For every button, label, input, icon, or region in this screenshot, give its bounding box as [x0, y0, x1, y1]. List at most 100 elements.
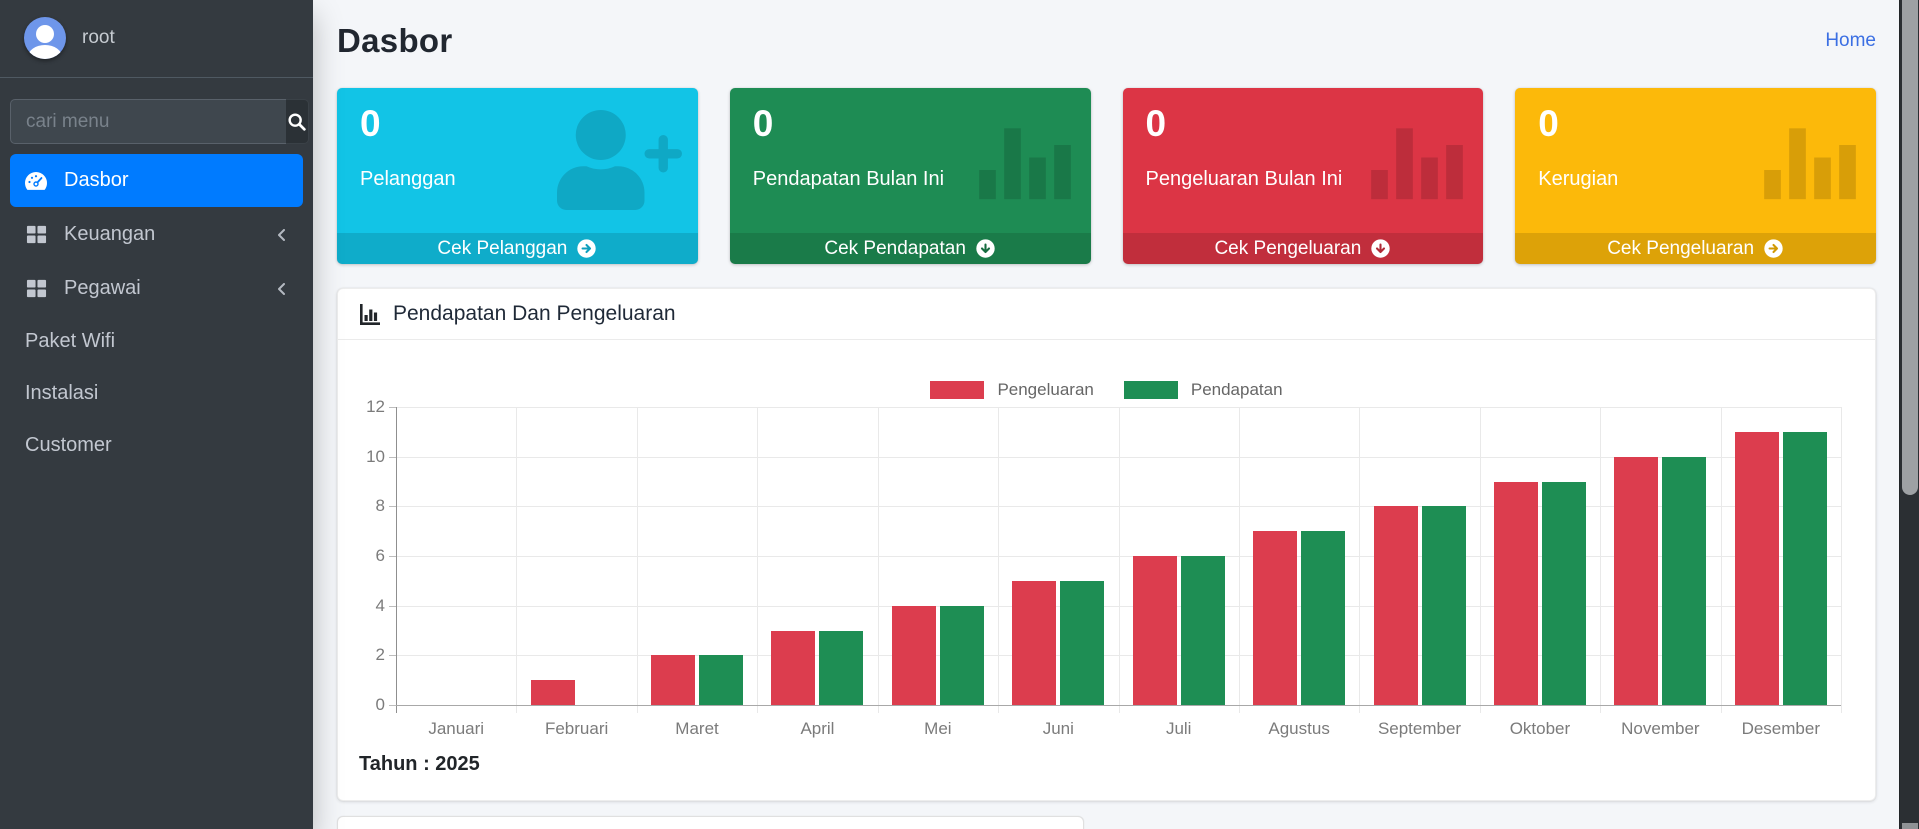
- scrollbar-track[interactable]: [1899, 0, 1919, 829]
- gridline: [1238, 407, 1240, 713]
- chevron-left-icon: [278, 228, 285, 241]
- cek-pelanggan-button[interactable]: Cek Pelanggan: [337, 233, 698, 264]
- info-box-pengeluaran: 0 Pengeluaran Bulan Ini Cek Pengeluaran: [1122, 88, 1484, 264]
- info-box-body: 0 Pelanggan: [337, 88, 698, 233]
- sidebar-item-pegawai[interactable]: Pegawai: [10, 262, 303, 315]
- scrollbar-thumb[interactable]: [1902, 0, 1918, 495]
- x-axis-label: Oktober: [1509, 719, 1571, 738]
- chart-card: Pendapatan Dan Pengeluaran Pengeluaran P…: [337, 288, 1876, 801]
- user-panel: root: [0, 0, 313, 78]
- sidebar: root: [0, 0, 313, 829]
- sidebar-item-paket-wifi[interactable]: Paket Wifi: [0, 316, 313, 367]
- search-button[interactable]: [286, 99, 309, 144]
- gridline: [1720, 407, 1722, 713]
- x-axis-label: Desember: [1741, 719, 1820, 738]
- user-avatar-icon: [24, 17, 66, 59]
- bar-pendapatan-november: [1662, 456, 1707, 705]
- bar-pendapatan-oktober: [1541, 481, 1586, 705]
- cek-pengeluaran-button[interactable]: Cek Pengeluaran: [1515, 233, 1876, 264]
- bar-pendapatan-agustus: [1301, 531, 1346, 705]
- page-header: Dasbor Home: [337, 22, 1876, 60]
- gridline: [1600, 407, 1602, 713]
- footer-label: Cek Pendapatan: [824, 237, 966, 259]
- main-content: Dasbor Home 0 Pelanggan Cek Pelanggan: [313, 0, 1899, 829]
- legend-label: Pengeluaran: [997, 380, 1094, 399]
- cek-pendapatan-button[interactable]: Cek Pendapatan: [729, 233, 1091, 264]
- x-axis-label: November: [1621, 719, 1700, 738]
- bar-pengeluaran-november: [1614, 456, 1659, 705]
- gridline: [877, 407, 879, 713]
- sidebar-item-label: Customer: [25, 434, 112, 456]
- gridline: [1479, 407, 1481, 713]
- bar-pengeluaran-maret: [651, 655, 696, 705]
- info-box-body: 0 Pengeluaran Bulan Ini: [1123, 88, 1484, 233]
- y-axis-label: 6: [375, 546, 385, 565]
- bar-pengeluaran-juni: [1012, 580, 1057, 705]
- info-box-pelanggan: 0 Pelanggan Cek Pelanggan: [337, 88, 698, 264]
- page-title: Dasbor: [337, 22, 453, 59]
- sidebar-item-instalasi[interactable]: Instalasi: [0, 368, 313, 419]
- gridline: [998, 407, 1000, 713]
- legend-swatch: [930, 381, 985, 399]
- bar-pendapatan-april: [819, 630, 864, 705]
- y-axis-label: 2: [375, 645, 385, 665]
- y-tick: [389, 655, 396, 657]
- y-axis-label: 4: [375, 595, 385, 615]
- legend-item-pengeluaran[interactable]: Pengeluaran: [930, 380, 1094, 400]
- info-box-body: 0 Kerugian: [1515, 88, 1876, 233]
- bar-pengeluaran-april: [771, 630, 816, 705]
- stats-bars-icon: [1764, 128, 1856, 200]
- legend-label: Pendapatan: [1190, 380, 1283, 399]
- table-icon: [23, 277, 49, 301]
- sidebar-item-customer[interactable]: Customer: [0, 420, 313, 471]
- info-box-value: 0: [1538, 103, 1559, 144]
- y-axis-label: 8: [375, 496, 385, 516]
- gridline: [516, 407, 518, 713]
- sidebar-item-label: Pegawai: [64, 277, 141, 299]
- info-box-label: Pendapatan Bulan Ini: [752, 168, 945, 190]
- table-icon: [23, 223, 49, 247]
- y-tick: [389, 407, 396, 408]
- arrow-circle-down-icon: [1371, 239, 1390, 258]
- x-axis-label: Maret: [675, 719, 719, 738]
- user-plus-icon: [556, 110, 682, 210]
- gridline: [757, 407, 759, 713]
- bar-chart-icon: [360, 304, 380, 325]
- chart-card-header: Pendapatan Dan Pengeluaran: [338, 289, 1875, 340]
- x-axis-label: September: [1377, 719, 1462, 738]
- x-axis-label: Juli: [1165, 719, 1192, 738]
- info-box-label: Pelanggan: [360, 168, 456, 190]
- x-axis-label: Februari: [544, 719, 609, 738]
- legend-item-pendapatan[interactable]: Pendapatan: [1123, 380, 1283, 400]
- y-tick: [389, 506, 396, 508]
- breadcrumb-home-link[interactable]: Home: [1825, 30, 1876, 51]
- chart-card-body: Pengeluaran Pendapatan 0 2 4 6 8 10 12 Januari F…: [338, 340, 1875, 800]
- user-name-link[interactable]: root: [82, 27, 115, 48]
- scrollbar-bottom: [1902, 823, 1918, 829]
- footer-label: Cek Pelanggan: [437, 237, 568, 259]
- sidebar-item-dasbor[interactable]: Dasbor: [10, 154, 303, 207]
- info-box-label: Kerugian: [1538, 168, 1619, 190]
- bar-pendapatan-juni: [1060, 580, 1105, 705]
- search-input[interactable]: [10, 99, 286, 144]
- info-box-body: 0 Pendapatan Bulan Ini: [730, 88, 1091, 233]
- x-axis-label: Januari: [428, 719, 485, 738]
- info-box-pendapatan: 0 Pendapatan Bulan Ini Cek Pendapatan: [729, 88, 1091, 264]
- stats-bars-icon: [1371, 128, 1464, 200]
- y-axis-line: [395, 407, 397, 713]
- cek-pengeluaran-button[interactable]: Cek Pengeluaran: [1122, 233, 1484, 264]
- info-box-kerugian: 0 Kerugian Cek Pengeluaran: [1515, 88, 1876, 264]
- x-axis-label: Juni: [1042, 719, 1074, 738]
- bar-pengeluaran-februari: [530, 680, 575, 705]
- bar-pendapatan-juli: [1180, 556, 1225, 705]
- sidebar-nav: Dasbor Keuangan Pegawai Pak: [0, 154, 313, 471]
- y-axis-label: 12: [366, 397, 385, 416]
- sidebar-item-keuangan[interactable]: Keuangan: [10, 208, 303, 261]
- footer-label: Cek Pengeluaran: [1607, 237, 1755, 259]
- bar-pendapatan-maret: [699, 655, 744, 705]
- bar-pendapatan-mei: [939, 605, 984, 705]
- y-tick: [389, 705, 396, 706]
- info-box-value: 0: [360, 103, 381, 144]
- bar-pengeluaran-mei: [891, 605, 936, 705]
- tachometer-icon: [23, 169, 49, 193]
